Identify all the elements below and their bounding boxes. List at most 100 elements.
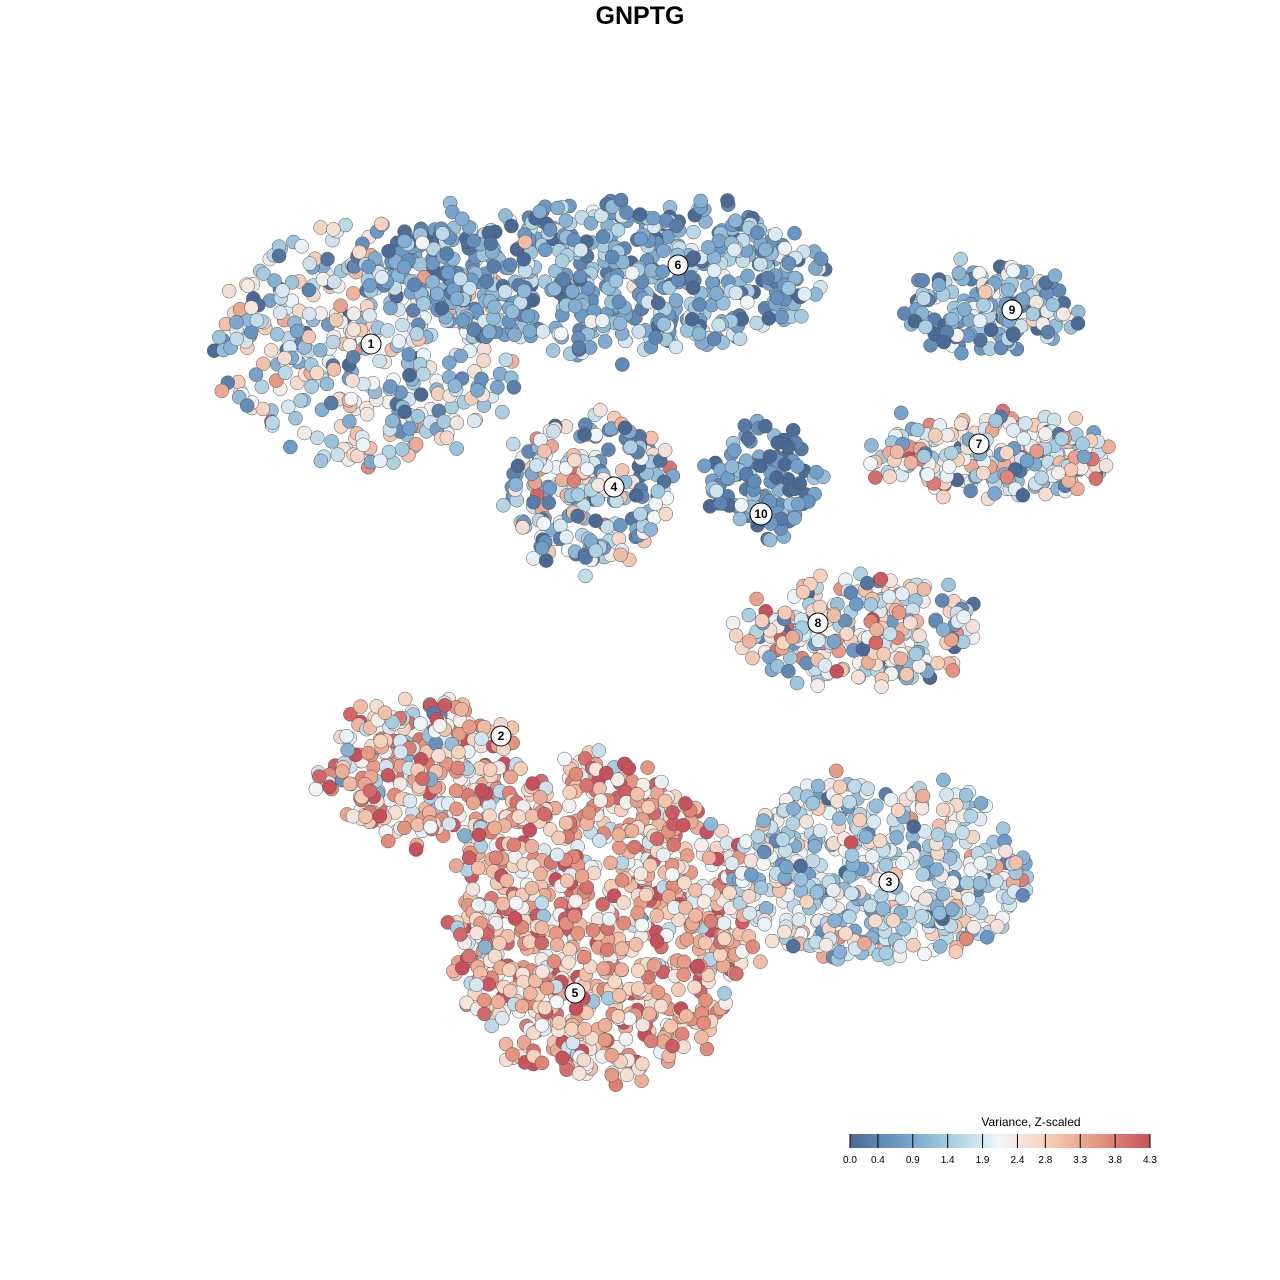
data-point [621,761,637,776]
data-point [551,1015,567,1030]
data-point [482,324,497,340]
data-point [957,302,972,317]
data-point [648,496,663,512]
data-point [697,458,712,474]
data-point [653,998,669,1014]
data-point [1016,431,1031,446]
data-point [592,833,607,848]
data-point [930,827,946,842]
data-point [941,577,956,593]
data-point [562,942,577,957]
points-layer [206,192,1116,1092]
data-point [717,931,732,947]
data-point [603,855,618,871]
data-point [294,239,309,254]
data-point [546,954,562,969]
data-point [999,445,1014,461]
data-point [573,242,589,258]
data-point [1008,855,1024,870]
data-point [346,322,362,337]
data-point [777,605,793,621]
data-point [436,414,452,429]
data-point [595,229,611,245]
data-point [973,795,989,811]
data-point [570,926,586,941]
data-point [269,327,285,342]
data-point [566,473,582,488]
data-point [514,998,530,1014]
data-point [1001,282,1016,298]
data-point [624,823,640,839]
data-point [858,829,874,845]
data-point [769,470,784,485]
data-point [477,1006,492,1022]
cluster-label-1: 1 [360,333,382,355]
data-point [740,431,756,446]
data-point [914,800,930,816]
data-point [915,273,930,288]
data-point [229,314,244,330]
data-point [665,1038,680,1054]
data-point [976,297,991,313]
data-point [345,809,361,824]
colorbar-legend: Variance, Z-scaled 0.0 0.4 0.9 1.4 1.9 2.4 2.8… [843,1115,1157,1166]
data-point [696,894,712,909]
data-point [920,467,935,482]
data-point [373,453,388,469]
data-point [656,243,671,259]
data-point [362,308,377,323]
data-point [409,326,425,341]
data-point [608,273,624,289]
data-point [1006,263,1021,278]
data-point [674,1027,690,1042]
data-point [505,1047,520,1062]
data-point [539,980,555,996]
data-point [750,829,766,844]
data-point [434,301,450,316]
data-point [607,974,622,989]
data-point [265,415,280,430]
data-point [256,356,271,372]
cluster-label-7: 7 [968,433,990,455]
data-point [570,508,585,524]
data-point [558,815,574,831]
data-point [893,405,909,421]
cluster-label-text: 6 [675,258,682,272]
data-point [565,284,580,299]
data-point [972,313,988,329]
data-point [535,324,551,339]
data-point [852,812,867,828]
data-point [1015,888,1031,903]
cluster-label-text: 3 [886,875,893,889]
data-point [611,294,627,310]
data-point [976,465,991,481]
data-point [972,876,987,891]
data-point [221,283,237,299]
data-point [665,805,680,820]
data-point [732,511,748,527]
data-point [395,317,410,333]
data-point [466,322,482,337]
data-point [588,513,603,529]
data-point [945,902,960,917]
data-point [537,443,552,459]
data-point [811,633,826,648]
data-point [649,908,665,923]
data-point [727,443,742,458]
data-point [495,404,510,420]
data-point [579,778,594,793]
chart-title: GNPTG [595,2,685,30]
data-point [381,444,397,460]
data-point [918,319,933,335]
data-point [547,281,562,297]
data-point [345,373,360,388]
data-point [1070,316,1086,331]
data-point [470,383,485,398]
data-point [656,847,671,863]
data-point [1018,416,1033,431]
data-point [561,955,576,970]
data-point [343,391,359,407]
data-point [632,207,648,222]
data-point [580,461,595,477]
data-point [474,783,489,798]
